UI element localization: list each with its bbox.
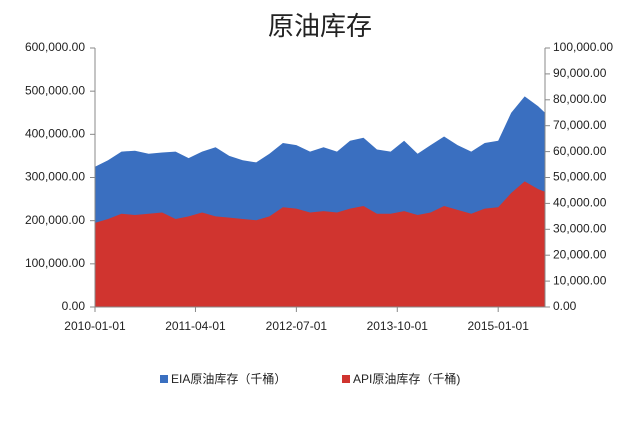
legend-label: API原油库存（千桶) (353, 371, 460, 386)
y2-tick-label: 90,000.00 (553, 66, 607, 80)
legend-swatch (160, 375, 168, 383)
chart-title: 原油库存 (268, 11, 372, 41)
x-tick-label: 2015-01-01 (467, 319, 529, 333)
y-tick-label: 0.00 (62, 299, 86, 313)
legend-swatch (342, 375, 350, 383)
y2-tick-label: 10,000.00 (553, 273, 607, 287)
y2-tick-label: 80,000.00 (553, 92, 607, 106)
y2-tick-label: 100,000.00 (553, 40, 613, 54)
y2-tick-label: 20,000.00 (553, 247, 607, 261)
y-tick-label: 400,000.00 (25, 127, 85, 141)
y-tick-label: 200,000.00 (25, 213, 85, 227)
x-tick-label: 2013-10-01 (367, 319, 429, 333)
x-tick-label: 2011-04-01 (165, 319, 226, 333)
y-tick-label: 500,000.00 (25, 83, 85, 97)
y2-tick-label: 0.00 (553, 299, 577, 313)
y2-tick-label: 30,000.00 (553, 221, 607, 235)
x-tick-label: 2010-01-01 (64, 319, 126, 333)
y-tick-label: 300,000.00 (25, 170, 85, 184)
area (95, 181, 545, 307)
y-tick-label: 600,000.00 (25, 40, 85, 54)
legend-label: EIA原油库存（千桶） (171, 371, 286, 386)
y2-tick-label: 50,000.00 (553, 170, 607, 184)
y2-tick-label: 70,000.00 (553, 118, 607, 132)
y-tick-label: 100,000.00 (25, 256, 85, 270)
x-tick-label: 2012-07-01 (266, 319, 328, 333)
y2-tick-label: 60,000.00 (553, 144, 607, 158)
y2-tick-label: 40,000.00 (553, 196, 607, 210)
